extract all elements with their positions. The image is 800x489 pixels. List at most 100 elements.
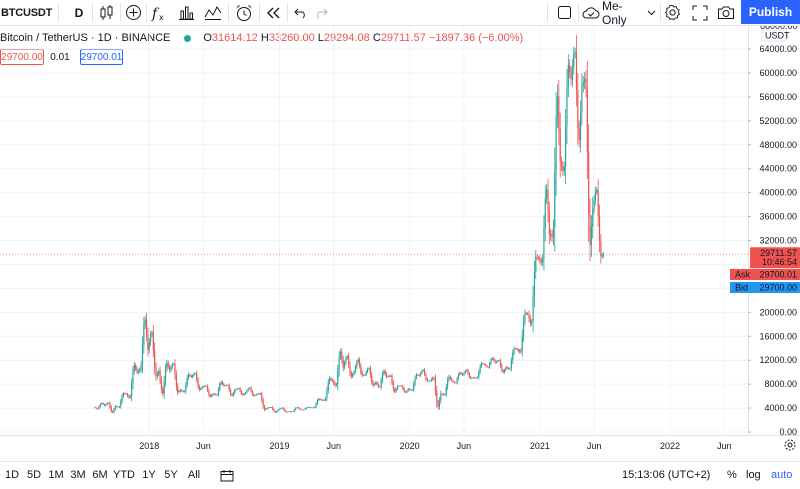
replay-icon[interactable] — [263, 0, 283, 25]
interval-button[interactable]: D — [74, 5, 84, 20]
currency-badge[interactable] — [761, 29, 787, 42]
candle-body — [582, 82, 584, 87]
candle-body — [189, 374, 191, 376]
fullscreen-toggle-icon[interactable] — [555, 0, 573, 25]
candle-body — [541, 257, 544, 263]
candle-body — [242, 393, 244, 395]
candle-body — [592, 208, 594, 227]
bid-label: Bid — [735, 283, 748, 293]
candle-body — [527, 313, 529, 315]
candle-body — [186, 377, 188, 385]
templates-icon[interactable] — [203, 0, 223, 25]
cloud-save-icon[interactable] — [582, 0, 600, 25]
candle-body — [196, 373, 198, 380]
candles — [94, 35, 605, 414]
time-tick-label: Jun — [196, 441, 211, 451]
time-scale[interactable]: 2018 Jun 2019 Jun 2020 Jun 2021 Jun 2022 Jun — [0, 435, 800, 452]
layout-name-label[interactable]: Me-Only — [602, 0, 627, 27]
candle-body — [569, 65, 571, 73]
percent-toggle[interactable]: % — [727, 469, 737, 481]
scale-settings-gear-icon[interactable] — [784, 439, 796, 451]
candle-body — [509, 368, 511, 370]
toolbar-divider — [547, 3, 548, 22]
goto-date-icon[interactable] — [219, 466, 235, 484]
candle-body — [376, 382, 378, 385]
candle-body — [254, 395, 256, 396]
candle-body — [143, 325, 145, 345]
publish-button[interactable]: Publish — [741, 0, 800, 24]
candle-body — [315, 403, 317, 407]
candle-body — [224, 385, 226, 387]
candle-body — [512, 352, 514, 361]
candle-body — [372, 381, 374, 386]
undo-icon[interactable] — [291, 0, 309, 25]
candle-body — [266, 408, 268, 409]
candle-body — [422, 370, 424, 372]
candle-body — [453, 381, 456, 383]
range-button-ytd[interactable]: YTD — [113, 469, 135, 481]
candle-body — [528, 314, 530, 319]
auto-toggle[interactable]: auto — [771, 469, 793, 481]
candle-body — [324, 398, 327, 400]
candle-body — [109, 402, 111, 407]
candle-body — [136, 368, 138, 373]
candle-body — [475, 377, 477, 379]
candle-body — [310, 407, 312, 409]
range-button-5d[interactable]: 5D — [26, 469, 42, 481]
symbol-title[interactable]: Bitcoin / TetherUS · 1D · BINANCE — [0, 32, 171, 44]
candle-body — [517, 349, 519, 351]
candle-body — [394, 388, 396, 392]
range-button-3m[interactable]: 3M — [70, 469, 86, 481]
candle-body — [531, 321, 533, 324]
settings-gear-icon[interactable] — [662, 0, 682, 25]
camera-icon[interactable] — [716, 0, 736, 25]
fullscreen-icon[interactable] — [690, 0, 710, 25]
price-tick-label: 68000.00 — [760, 26, 798, 31]
candle-body — [141, 344, 144, 365]
redo-icon[interactable] — [312, 0, 330, 25]
candle-body — [540, 260, 542, 263]
candle-body — [144, 319, 146, 326]
candle-body — [243, 393, 245, 395]
range-button-5y[interactable]: 5Y — [164, 469, 178, 481]
candle-body — [459, 372, 461, 375]
candle-body — [156, 373, 158, 377]
candle-body — [253, 394, 255, 396]
candle-body — [244, 392, 247, 394]
financials-icon[interactable] — [176, 0, 196, 25]
candle-body — [240, 391, 243, 394]
candle-body — [596, 189, 598, 192]
price-tick-label: 0.00 — [779, 427, 797, 437]
candle-body — [440, 393, 442, 401]
range-button-1y[interactable]: 1Y — [142, 469, 156, 481]
candle-body — [404, 391, 407, 393]
candle-body — [297, 407, 300, 409]
compare-plus-icon[interactable] — [123, 0, 143, 25]
candle-body — [238, 388, 240, 390]
alert-clock-icon[interactable] — [234, 0, 254, 25]
candle-body — [112, 411, 114, 413]
timezone-clock[interactable]: 15:13:06 (UTC+2) — [622, 469, 711, 481]
candle-body — [373, 383, 375, 386]
candle-body — [164, 368, 167, 382]
candle-body — [158, 370, 160, 374]
range-button-6m[interactable]: 6M — [92, 469, 108, 481]
candle-body — [490, 359, 492, 364]
candle-body — [277, 409, 279, 412]
chevron-down-icon[interactable] — [645, 0, 657, 25]
log-toggle[interactable]: log — [746, 469, 761, 481]
symbol-search-button[interactable]: BTCUSDT — [1, 6, 53, 19]
range-button-1d[interactable]: 1D — [4, 469, 20, 481]
candle-body — [428, 380, 430, 382]
range-button-all[interactable]: All — [187, 469, 201, 481]
range-button-1m[interactable]: 1M — [48, 469, 64, 481]
price-tick-label: 32000.00 — [759, 236, 797, 246]
candle-body — [107, 402, 110, 404]
candle-body — [521, 335, 523, 351]
candles-icon[interactable] — [98, 0, 116, 25]
candle-body — [125, 393, 127, 395]
candle-body — [291, 411, 293, 413]
